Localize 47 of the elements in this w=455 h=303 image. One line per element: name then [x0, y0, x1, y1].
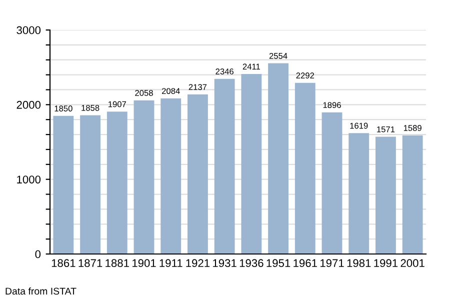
x-tick-label: 1951: [266, 259, 290, 268]
x-tick-label: 2001: [400, 259, 424, 268]
bar: [348, 133, 370, 254]
bar: [188, 94, 208, 254]
bar: [294, 82, 316, 254]
x-tick-label: 1931: [213, 259, 236, 268]
data-label: 1896: [323, 102, 341, 108]
data-label: 2292: [296, 72, 314, 78]
x-tick-label: 1936: [240, 259, 264, 268]
y-tick-label: 0: [35, 250, 41, 258]
data-label: 1589: [404, 125, 422, 131]
data-label: 2084: [162, 88, 180, 94]
bar: [322, 112, 342, 254]
data-label: 2411: [242, 64, 260, 70]
x-tick-label: 1991: [374, 259, 398, 268]
x-tick-label: 1901: [132, 259, 156, 268]
bar: [241, 74, 262, 254]
text: Data from ISTAT: [6, 287, 76, 295]
data-label: 2058: [135, 90, 153, 96]
data-label: 2137: [188, 84, 207, 90]
bar: [214, 78, 235, 254]
data-label: 1858: [82, 104, 100, 111]
x-tick-label: 1961: [294, 259, 317, 268]
y-tick-label: 1000: [17, 176, 41, 184]
bar: [160, 98, 182, 254]
bar: [268, 63, 288, 254]
x-tick-label: 1861: [52, 259, 76, 268]
bar: [53, 116, 74, 254]
x-tick-label: 1971: [320, 259, 344, 268]
y-tick-label: 2000: [16, 100, 41, 109]
bar: [134, 100, 154, 254]
bar: [80, 115, 100, 254]
data-label: 1571: [377, 126, 395, 132]
y-tick-label: 3000: [16, 26, 41, 34]
x-tick-label: 1871: [78, 259, 102, 268]
bar: [106, 112, 128, 254]
bar: [402, 135, 423, 254]
x-tick-label: 1911: [160, 259, 182, 268]
x-tick-label: 1921: [186, 259, 210, 268]
data-label: 1907: [108, 101, 126, 108]
data-label: 2554: [269, 52, 288, 59]
bar: [376, 136, 396, 254]
x-tick-label: 1981: [347, 259, 371, 268]
data-label: 1619: [350, 122, 368, 129]
data-label: 1850: [54, 106, 72, 112]
data-label: 2346: [216, 68, 234, 74]
x-tick-label: 1881: [106, 259, 129, 268]
